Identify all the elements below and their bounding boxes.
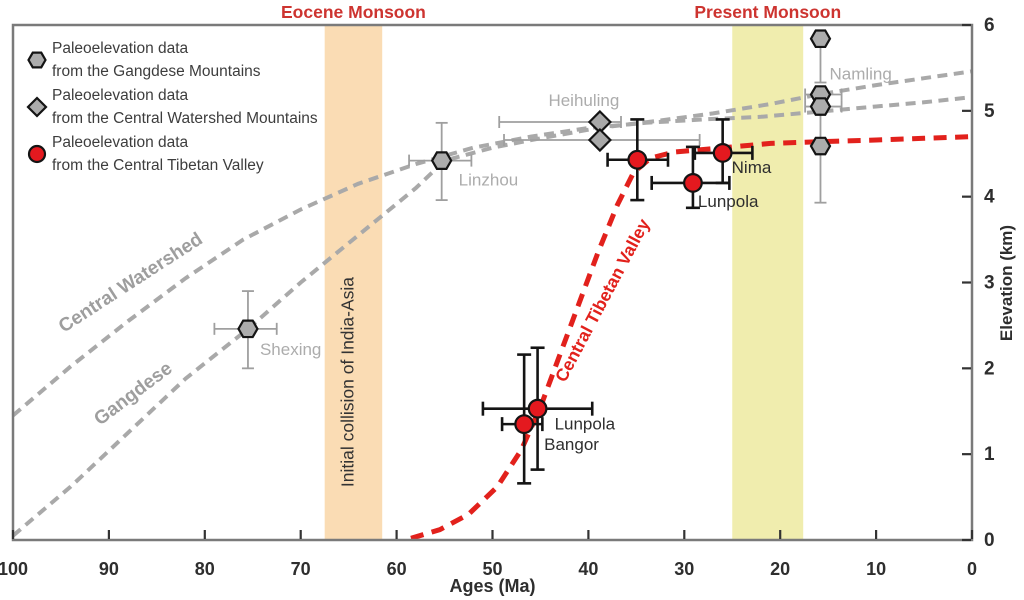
band-rect [324, 26, 383, 539]
diamond-marker [26, 95, 48, 118]
hexagon-marker [809, 29, 832, 49]
band-annotation: Initial collision of India-Asia [337, 277, 357, 487]
circle-marker-icon [22, 142, 52, 166]
point-label: Shexing [260, 340, 321, 359]
diamond-marker-icon [22, 95, 52, 119]
diamond-glyph [26, 95, 48, 118]
circle-marker [683, 173, 703, 193]
circle-marker [627, 149, 648, 170]
y-tick-label: 6 [984, 15, 995, 36]
legend-label-gangdese: Paleoelevation data from the Gangdese Mo… [52, 37, 261, 83]
x-tick-label: 90 [99, 559, 119, 579]
x-tick-label: 80 [195, 559, 215, 579]
plot-frame [11, 23, 974, 542]
circle-marker [527, 398, 548, 419]
x-tick-label: 70 [291, 559, 311, 579]
chart-legend: Paleoelevation data from the Gangdese Mo… [22, 36, 318, 177]
legend-line: Paleoelevation data [52, 39, 189, 57]
curve-central-tibetan-valley: Central Tibetan Valley [410, 134, 973, 541]
y-tick-label: 4 [984, 187, 995, 208]
series-central-watershed-mountains: Heihuling [498, 91, 701, 153]
point-label: Heihuling [548, 91, 619, 110]
point-label: Namling [829, 65, 891, 84]
band-present-monsoon: Present Monsoon [694, 2, 841, 539]
band-title: Present Monsoon [694, 2, 841, 22]
y-axis-label: Elevation (km) [997, 225, 1016, 341]
hexagon-marker [237, 319, 259, 339]
hexagon-marker [430, 151, 453, 170]
legend-item-central-watershed: Paleoelevation data from the Central Wat… [22, 83, 318, 130]
y-tick-label: 3 [984, 273, 995, 294]
circle-marker [514, 414, 535, 435]
diamond-marker [587, 127, 612, 153]
band-eocene-monsoon: Eocene Monsoon Initial collision of India… [281, 2, 426, 539]
legend-item-gangdese: Paleoelevation data from the Gangdese Mo… [22, 36, 318, 83]
x-tick-label: 30 [674, 559, 694, 579]
y-tick-label: 0 [984, 530, 995, 551]
legend-line: from the Gangdese Mountains [52, 62, 261, 80]
point-label: Nima [732, 158, 772, 177]
hexagon-marker [809, 97, 832, 116]
legend-label-central-tibetan-valley: Paleoelevation data from the Central Tib… [52, 131, 264, 177]
legend-line: Paleoelevation data [52, 133, 189, 151]
legend-item-central-tibetan-valley: Paleoelevation data from the Central Tib… [22, 130, 318, 177]
point-label: Bangor [544, 435, 599, 454]
hexagon-marker [27, 51, 47, 68]
circle-glyph [27, 144, 47, 163]
x-tick-label: 40 [578, 559, 598, 579]
curve-line [11, 69, 973, 538]
x-tick-label: 20 [770, 559, 790, 579]
y-tick-label: 5 [984, 101, 995, 122]
hexagon-marker [809, 136, 832, 156]
legend-label-central-watershed: Paleoelevation data from the Central Wat… [52, 84, 318, 130]
legend-line: from the Central Watershed Mountains [52, 109, 318, 127]
series-gangdese-mountains: Shexing Linzhou Namling [213, 29, 892, 370]
point-label: Lunpola [698, 192, 759, 211]
hexagon-glyph [27, 51, 47, 68]
y-tick-label: 1 [984, 444, 995, 465]
circle-marker [27, 144, 47, 163]
curve-label: Gangdese [90, 358, 176, 430]
x-tick-label: 10 [866, 559, 886, 579]
circle-marker [712, 142, 733, 163]
legend-line: from the Central Tibetan Valley [52, 156, 264, 174]
y-tick-label: 2 [984, 358, 995, 379]
x-tick-label: 100 [0, 559, 28, 579]
hexagon-marker-icon [22, 48, 52, 72]
x-tick-label: 60 [387, 559, 407, 579]
legend-line: Paleoelevation data [52, 86, 189, 104]
band-rect [732, 26, 804, 539]
x-tick-label: 0 [967, 559, 977, 579]
x-tick-label: 50 [482, 559, 502, 579]
x-axis-label: Ages (Ma) [449, 576, 535, 596]
point-label: Lunpola [555, 415, 616, 434]
point-label: Linzhou [459, 171, 519, 190]
band-title: Eocene Monsoon [281, 2, 426, 22]
curve-line [410, 134, 973, 541]
